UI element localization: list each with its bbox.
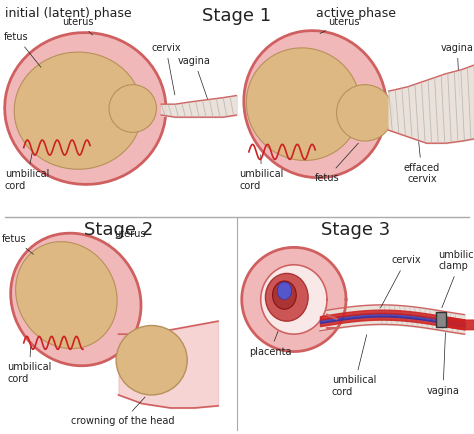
- Text: fetus: fetus: [4, 32, 41, 67]
- Text: uterus: uterus: [320, 16, 359, 33]
- Text: uterus: uterus: [109, 229, 146, 243]
- Text: vagina: vagina: [178, 56, 211, 99]
- Text: fetus: fetus: [315, 143, 358, 183]
- Text: effaced
cervix: effaced cervix: [404, 128, 440, 184]
- Text: umbilical
cord: umbilical cord: [332, 335, 376, 397]
- Text: initial (latent) phase: initial (latent) phase: [5, 7, 131, 20]
- Ellipse shape: [14, 52, 142, 169]
- Text: vagina: vagina: [427, 332, 459, 396]
- Text: cervix: cervix: [381, 255, 421, 308]
- Polygon shape: [242, 247, 346, 352]
- Text: vagina: vagina: [441, 43, 474, 97]
- Ellipse shape: [16, 242, 117, 349]
- Ellipse shape: [273, 281, 296, 309]
- Text: umbilical
clamp: umbilical clamp: [438, 250, 474, 308]
- Ellipse shape: [244, 31, 387, 178]
- Ellipse shape: [109, 85, 156, 132]
- Ellipse shape: [11, 233, 141, 366]
- Text: umbilical
cord: umbilical cord: [7, 345, 52, 384]
- Ellipse shape: [5, 33, 166, 184]
- Text: Stage 1: Stage 1: [202, 7, 272, 24]
- Ellipse shape: [116, 326, 187, 395]
- Ellipse shape: [337, 85, 393, 141]
- Text: placenta: placenta: [249, 324, 292, 357]
- Text: umbilical
cord: umbilical cord: [5, 150, 49, 191]
- Text: fetus: fetus: [2, 233, 33, 254]
- Text: uterus: uterus: [63, 16, 94, 35]
- Text: Stage 3: Stage 3: [321, 221, 390, 239]
- Text: active phase: active phase: [316, 7, 395, 20]
- Text: Stage 2: Stage 2: [84, 221, 153, 239]
- Polygon shape: [261, 265, 327, 334]
- FancyBboxPatch shape: [436, 312, 446, 327]
- Text: umbilical
cord: umbilical cord: [239, 155, 284, 191]
- Ellipse shape: [277, 282, 292, 299]
- Ellipse shape: [246, 48, 360, 161]
- Ellipse shape: [265, 273, 308, 321]
- Text: crowning of the head: crowning of the head: [72, 397, 175, 426]
- Text: cervix: cervix: [151, 43, 181, 95]
